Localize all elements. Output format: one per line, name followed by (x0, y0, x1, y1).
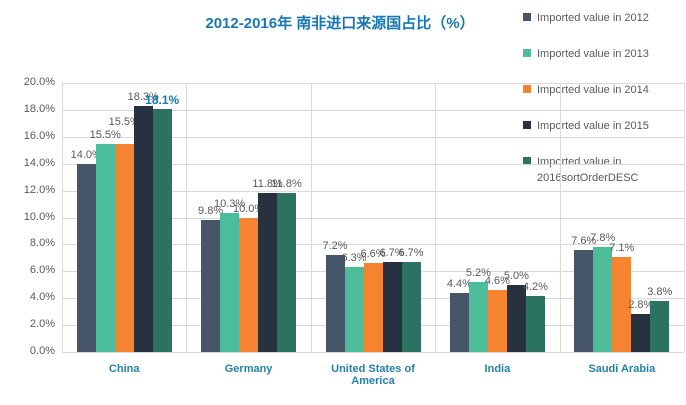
bar-value-label: 4.6% (484, 275, 510, 288)
y-axis-label: 2.0% (29, 318, 55, 331)
bar-china-series5 (152, 108, 172, 352)
bar-value-label: 7.6% (571, 234, 597, 247)
y-axis-label: 14.0% (23, 156, 55, 169)
gridline (62, 83, 684, 84)
x-axis-label: Saudi Arabia (588, 363, 656, 375)
gridline (684, 83, 685, 352)
bar-value-label: 6.7% (379, 246, 405, 259)
legend: Imported value in 2012 Imported value in … (523, 10, 683, 206)
bar-india-series1 (449, 292, 469, 352)
bar-china-series4 (133, 105, 153, 352)
bar-india-series3 (487, 290, 507, 352)
legend-color-swatch-icon (523, 13, 531, 21)
legend-label: Imported value in 2014 (537, 84, 649, 96)
legend-item: Imported value in 2015 (523, 118, 683, 134)
y-axis-label: 4.0% (29, 291, 55, 304)
bar-value-label: 2.8% (628, 299, 654, 312)
bar-value-label: 18.1% (145, 92, 180, 107)
y-axis-label: 20.0% (23, 76, 55, 88)
bar-germany-series4 (258, 193, 278, 352)
gridline (310, 83, 312, 352)
legend-label: Imported value in 2013 (537, 48, 649, 60)
gridline (62, 244, 684, 246)
bar-india-series4 (506, 284, 526, 352)
bar-united-states-of-america-series1 (325, 255, 345, 352)
bar-united-states-of-america-series5 (401, 261, 421, 352)
legend-label: Imported value in 2016sortOrderDESC (537, 156, 639, 184)
bar-value-label: 15.5% (108, 115, 140, 128)
bar-china-series2 (95, 143, 115, 352)
bar-value-label: 10.3% (213, 198, 246, 211)
bar-value-label: 18.3% (127, 90, 159, 103)
chart-title: 2012-2016年 南非进口来源国占比（%） (205, 15, 475, 32)
bar-saudi-arabia-series2 (593, 247, 613, 352)
bar-value-label: 5.0% (503, 269, 529, 282)
bar-united-states-of-america-series2 (344, 267, 364, 352)
legend-color-swatch-icon (523, 49, 531, 57)
bar-value-label: 7.2% (322, 240, 348, 253)
bar-value-label: 4.2% (522, 280, 548, 293)
gridline (559, 83, 561, 352)
legend-color-swatch-icon (523, 85, 531, 93)
bar-germany-series1 (201, 220, 221, 352)
x-axis-label: China (108, 363, 140, 375)
bar-value-label: 10.0% (232, 202, 265, 215)
y-axis-label: 10.0% (23, 210, 55, 223)
legend-color-swatch-icon (523, 121, 531, 129)
bar-value-label: 6.3% (341, 252, 367, 265)
bar-value-label: 3.8% (647, 285, 673, 298)
x-axis-label: Germany (224, 363, 273, 375)
bar-value-label: 6.6% (360, 248, 386, 261)
bar-china-series1 (76, 163, 96, 352)
bar-saudi-arabia-series3 (612, 256, 632, 352)
y-axis-label: 0.0% (29, 345, 55, 357)
bar-saudi-arabia-series1 (574, 249, 594, 352)
bar-value-label: 4.4% (446, 277, 472, 290)
bar-value-label: 7.1% (609, 241, 635, 254)
legend-color-swatch-icon (523, 157, 531, 165)
bar-value-label: 11.8% (252, 178, 283, 191)
legend-item: Imported value in 2013 (523, 46, 683, 62)
gridline (62, 217, 684, 219)
bar-india-series5 (525, 295, 545, 352)
bar-india-series2 (468, 282, 488, 352)
gridline (435, 83, 437, 352)
x-axis-label: India (484, 363, 511, 375)
bar-value-label: 15.5% (89, 128, 121, 141)
gridline (62, 163, 684, 165)
y-axis-label: 18.0% (23, 102, 55, 115)
y-axis-label: 8.0% (29, 237, 55, 250)
legend-item: Imported value in 2012 (523, 10, 683, 26)
gridline (62, 190, 684, 192)
gridline (62, 109, 684, 111)
bar-germany-series3 (239, 217, 259, 352)
bar-germany-series2 (220, 213, 240, 352)
x-axis-label: United States of America (331, 363, 415, 387)
bar-united-states-of-america-series4 (382, 261, 402, 352)
bar-value-label: 14.0% (70, 148, 102, 161)
bar-saudi-arabia-series5 (650, 300, 670, 352)
bar-china-series3 (114, 143, 134, 352)
legend-label: Imported value in 2015 (537, 120, 649, 132)
gridline (62, 352, 684, 353)
gridline (62, 136, 684, 138)
y-axis-label: 12.0% (23, 183, 55, 196)
legend-item: Imported value in 2016sortOrderDESC (523, 154, 683, 186)
bar-value-label: 5.2% (465, 267, 491, 280)
bar-value-label: 9.8% (198, 205, 224, 218)
bar-value-label: 11.8% (271, 178, 302, 191)
y-axis-label: 16.0% (23, 129, 55, 142)
y-axis-label: 6.0% (29, 264, 55, 277)
bar-value-label: 6.7% (398, 246, 424, 259)
gridline (62, 83, 63, 352)
legend-item: Imported value in 2014 (523, 82, 683, 98)
legend-label: Imported value in 2012 (537, 12, 649, 24)
bar-germany-series5 (277, 193, 297, 352)
bar-united-states-of-america-series3 (363, 263, 383, 352)
bar-saudi-arabia-series4 (631, 314, 651, 352)
gridline (186, 83, 188, 352)
bar-value-label: 7.8% (590, 232, 616, 245)
